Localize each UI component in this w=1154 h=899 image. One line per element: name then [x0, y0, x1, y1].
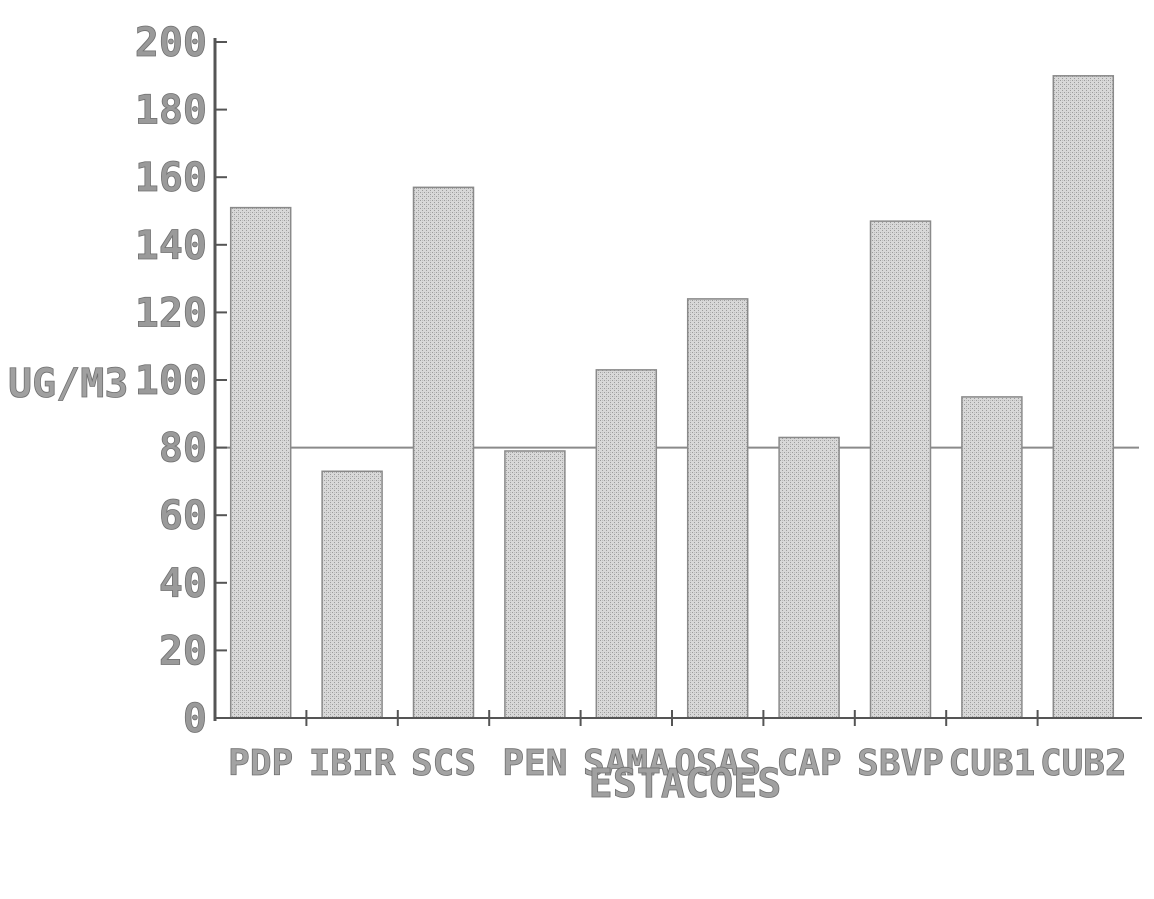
x-tick-label: PDP — [228, 743, 293, 784]
y-tick-label: 140 — [135, 223, 207, 269]
y-tick-label: 180 — [135, 88, 207, 134]
bar-sama — [595, 369, 658, 719]
bar-cub2 — [1052, 75, 1115, 719]
bar-scs — [412, 186, 475, 719]
x-tick-label: PEN — [502, 743, 567, 784]
y-tick-label: 20 — [159, 628, 207, 674]
x-tick-label: SBVP — [857, 743, 944, 784]
y-tick-label: 0 — [183, 696, 207, 742]
x-tick-label: CAP — [777, 743, 842, 784]
y-tick-label: 40 — [159, 561, 207, 607]
y-tick-label: 60 — [159, 493, 207, 539]
y-tick-label: 160 — [135, 155, 207, 201]
bar-osas — [686, 298, 749, 719]
x-tick-label: IBIR — [309, 743, 396, 784]
y-axis-title: UG/M3 — [8, 361, 128, 407]
bar-cub1 — [961, 396, 1023, 719]
bar-pen — [504, 450, 566, 719]
y-tick-label: 80 — [159, 426, 207, 472]
x-axis-title: ESTACOES — [589, 761, 782, 807]
y-tick-label: 120 — [135, 290, 207, 336]
x-tick-label: CUB2 — [1040, 743, 1127, 784]
y-tick-label: 200 — [135, 20, 207, 66]
y-tick-label: 100 — [135, 358, 207, 404]
bar-pdp — [229, 206, 292, 719]
x-tick-label: SAMA — [583, 743, 670, 784]
bar-ibir — [321, 470, 383, 719]
x-tick-label: CUB1 — [949, 743, 1036, 784]
x-tick-label: SCS — [411, 743, 476, 784]
bar-cap — [778, 436, 840, 719]
bar-sbvp — [869, 220, 932, 719]
x-tick-label: OSAS — [674, 743, 761, 784]
